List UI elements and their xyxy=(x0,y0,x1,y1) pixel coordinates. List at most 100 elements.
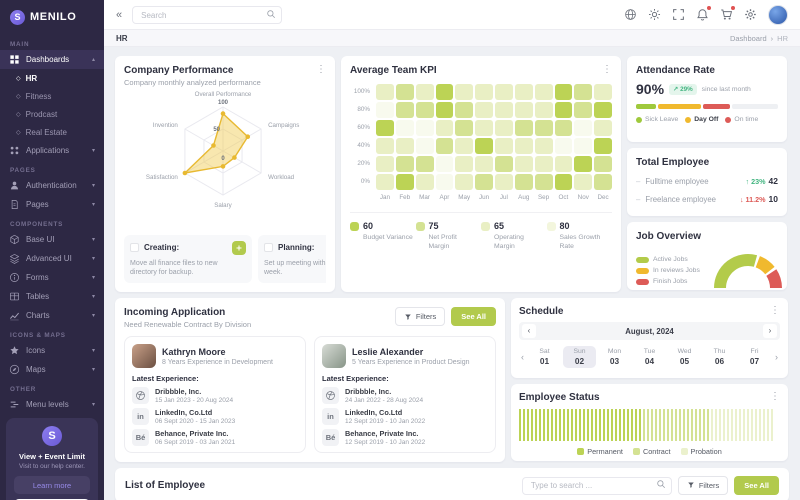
heatmap-row-label: 40% xyxy=(357,142,370,149)
heatmap-row-label: 100% xyxy=(353,88,370,95)
status-stripe xyxy=(687,409,689,441)
see-all-button[interactable]: See All xyxy=(734,475,779,495)
task-description: Move all finance files to new directory … xyxy=(130,259,218,276)
filters-button[interactable]: Filters xyxy=(394,307,446,326)
next-month-button[interactable]: › xyxy=(763,324,777,338)
kebab-menu-icon[interactable]: ⋮ xyxy=(770,305,780,316)
heatmap-cell xyxy=(376,120,394,136)
sun-button[interactable] xyxy=(648,8,661,21)
attendance-bar-segment xyxy=(658,104,701,109)
heatmap-cell xyxy=(594,120,612,136)
sidebar-item-icons[interactable]: Icons ▾ xyxy=(0,341,104,360)
calendar-day-04[interactable]: Tue 04 xyxy=(633,346,666,368)
sidebar-subitem-fitness[interactable]: ◇ Fitness xyxy=(16,91,52,101)
task-creating-: Creating: Move all finance files to new d… xyxy=(124,234,252,283)
stat-value: 80 xyxy=(559,221,570,231)
fullscreen-button[interactable] xyxy=(672,8,685,21)
promo-title: View + Event Limit xyxy=(19,452,85,461)
learn-more-button[interactable]: Learn more xyxy=(14,476,90,494)
bell-button[interactable] xyxy=(696,6,711,21)
task-label: Planning: xyxy=(278,243,315,253)
promo-subtitle: Visit to our help center. xyxy=(18,463,85,470)
sidebar-item-tables[interactable]: Tables ▾ xyxy=(0,287,104,306)
total-employee-rows: – Fulltime employee ↑ 23% 42 – Freelance empl… xyxy=(636,176,778,204)
status-stripe xyxy=(743,409,745,441)
heatmap-cell xyxy=(435,138,454,154)
attendance-value: 90% xyxy=(636,81,665,97)
kpi-stat: 75 Net Profit Margin xyxy=(415,221,482,252)
card-title: Job Overview xyxy=(636,231,702,242)
heatmap-cell xyxy=(475,174,493,190)
heatmap-cell xyxy=(514,120,533,136)
heatmap-col-label: Dec xyxy=(597,194,609,201)
box-icon xyxy=(9,234,20,245)
breadcrumb-item-dashboard[interactable]: Dashboard xyxy=(729,33,767,43)
cart-button[interactable] xyxy=(720,6,735,21)
dash-icon: – xyxy=(636,194,641,204)
sidebar-item-applications[interactable]: Applications ▾ xyxy=(0,141,104,160)
search-input[interactable] xyxy=(132,6,283,25)
heatmap-cell xyxy=(495,120,513,136)
sidebar-collapse-button[interactable]: « xyxy=(116,8,123,21)
kebab-menu-icon[interactable]: ⋮ xyxy=(316,64,326,75)
status-stripe xyxy=(755,409,757,441)
sidebar-item-advanced-ui[interactable]: Advanced UI ▾ xyxy=(0,249,104,268)
sidebar-item-authentication[interactable]: Authentication ▾ xyxy=(0,176,104,195)
heatmap-row-label: 0% xyxy=(360,178,370,185)
heatmap-cell xyxy=(495,174,513,190)
menu-icon xyxy=(9,399,20,410)
gear-button[interactable] xyxy=(744,8,757,21)
prev-days-button[interactable]: ‹ xyxy=(521,352,524,362)
behance-icon: Bé xyxy=(132,429,149,446)
calendar-day-05[interactable]: Wed 05 xyxy=(668,346,701,368)
breadcrumb-item-hr[interactable]: HR xyxy=(777,33,788,43)
sidebar-item-base-ui[interactable]: Base UI ▾ xyxy=(0,230,104,249)
calendar-day-06[interactable]: Thu 06 xyxy=(703,346,736,368)
attendance-change-badge: ↗ 29% xyxy=(669,83,697,95)
status-stripe xyxy=(739,409,741,441)
calendar-day-02[interactable]: Sun 02 xyxy=(563,346,596,368)
add-task-button[interactable] xyxy=(232,240,246,255)
chevron-down-icon: ▾ xyxy=(91,148,95,154)
sidebar-item-menu-levels[interactable]: Menu levels ▾ xyxy=(0,395,104,414)
sidebar-item-pages[interactable]: Pages ▾ xyxy=(0,195,104,214)
filters-button[interactable]: Filters xyxy=(677,475,729,495)
sidebar-subitem-prodcast[interactable]: ◇ Prodcast xyxy=(16,109,58,119)
row-value: 42 xyxy=(768,176,778,186)
status-stripe xyxy=(699,409,701,441)
status-stripe xyxy=(579,409,581,441)
heatmap-cell xyxy=(594,84,612,100)
calendar-day-01[interactable]: Sat 01 xyxy=(528,346,561,368)
sun-icon xyxy=(648,8,661,21)
sidebar-subitem-real-estate[interactable]: ◇ Real Estate xyxy=(16,127,67,137)
next-days-button[interactable]: › xyxy=(775,352,778,362)
sidebar-subitem-hr[interactable]: ◇ HR xyxy=(16,73,38,83)
svg-text:Invention: Invention xyxy=(153,122,179,129)
user-avatar[interactable] xyxy=(768,4,788,25)
sidebar-item-forms[interactable]: Forms ▾ xyxy=(0,268,104,287)
employee-search xyxy=(521,475,672,495)
see-all-button[interactable]: See All xyxy=(451,307,496,326)
kebab-menu-icon[interactable]: ⋮ xyxy=(770,391,780,402)
calendar-day-03[interactable]: Mon 03 xyxy=(598,346,631,368)
kpi-stat: 60 Budget Variance xyxy=(350,221,416,252)
sidebar-item-maps[interactable]: Maps ▾ xyxy=(0,360,104,379)
status-stripe xyxy=(571,409,573,441)
linkedin-icon: in xyxy=(132,408,149,425)
applicant-meta: 5 Years Experience in Product Design xyxy=(352,358,470,366)
status-stripe xyxy=(547,409,549,441)
task-checkbox[interactable] xyxy=(130,243,139,253)
kpi-stat: 80 Sales Growth Rate xyxy=(546,221,613,252)
card-title: Average Team KPI xyxy=(350,65,437,76)
company-performance-card: Company Performance Company monthly anal… xyxy=(115,56,335,292)
calendar-day-07[interactable]: Fri 07 xyxy=(738,346,771,368)
employee-search-input[interactable] xyxy=(521,476,672,495)
prev-month-button[interactable]: ‹ xyxy=(522,324,536,338)
kebab-menu-icon[interactable]: ⋮ xyxy=(602,64,612,75)
task-checkbox[interactable] xyxy=(264,243,273,253)
brand[interactable]: S MENILO xyxy=(0,0,104,34)
heatmap-cell xyxy=(455,174,474,190)
sidebar-item-charts[interactable]: Charts ▾ xyxy=(0,306,104,325)
sidebar-item-dashboards[interactable]: Dashboards ▴ xyxy=(0,50,104,69)
globe-button[interactable] xyxy=(624,8,637,21)
